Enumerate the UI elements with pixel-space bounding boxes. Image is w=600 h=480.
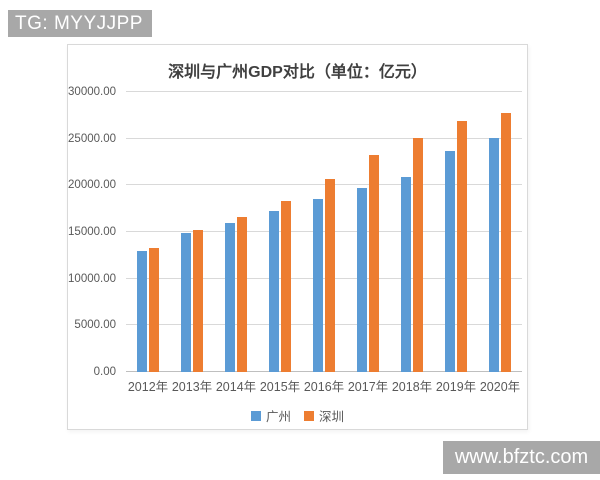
gridline: [126, 277, 522, 279]
bar-shenzhen: [369, 155, 379, 372]
bar-guangzhou: [445, 151, 455, 372]
bar-group: [478, 92, 522, 372]
bar-shenzhen: [457, 120, 467, 372]
legend-swatch-guangzhou: [250, 410, 261, 421]
bar-guangzhou: [269, 211, 279, 372]
y-tick-label: 25000.00: [68, 132, 116, 145]
bar-group: [434, 92, 478, 372]
legend-item-guangzhou: 广州: [250, 406, 291, 425]
bar-group: [170, 92, 214, 372]
x-tick-label: 2015年: [259, 380, 301, 394]
legend-label-shenzhen: 深圳: [319, 410, 345, 424]
y-axis: 0.00 5000.00 10000.00 15000.00 20000.00 25000…: [68, 86, 122, 378]
x-tick-label: 2016年: [303, 380, 345, 394]
watermark-top-left: TG: MYYJJPP: [8, 10, 152, 37]
bar-group: [302, 92, 346, 372]
gridline: [126, 184, 522, 186]
bar-guangzhou: [489, 138, 499, 372]
x-axis: 2012年 2013年 2014年 2015年 2016年 2017年 2018年 2019年…: [126, 376, 522, 395]
bar-shenzhen: [193, 230, 203, 372]
bar-groups: [126, 92, 522, 372]
bar-group: [390, 92, 434, 372]
y-tick-label: 0.00: [93, 366, 116, 378]
x-tick-label: 2012年: [127, 380, 169, 394]
bar-group: [126, 92, 170, 372]
x-tick-label: 2014年: [215, 380, 257, 394]
bar-guangzhou: [225, 222, 235, 372]
y-tick-label: 15000.00: [68, 226, 116, 238]
bar-guangzhou: [401, 176, 411, 372]
bar-shenzhen: [281, 200, 291, 372]
chart-title: 深圳与广州GDP对比（单位：亿元）: [168, 64, 427, 81]
bar-guangzhou: [357, 188, 367, 372]
bar-shenzhen: [501, 113, 511, 372]
bar-guangzhou: [181, 232, 191, 372]
legend-item-shenzhen: 深圳: [304, 406, 344, 425]
plot-area: [126, 91, 522, 372]
x-tick-label: 2013年: [171, 380, 213, 394]
y-tick-label: 20000.00: [68, 179, 116, 192]
bar-guangzhou: [137, 250, 147, 372]
bar-shenzhen: [325, 179, 335, 372]
legend: 广州 深圳: [68, 406, 527, 425]
x-tick-label: 2018年: [391, 380, 433, 394]
gridline: [126, 137, 522, 139]
y-tick-label: 5000.00: [74, 319, 116, 332]
bar-shenzhen: [149, 247, 159, 372]
x-tick-label: 2017年: [347, 380, 389, 394]
x-axis-line: [126, 371, 522, 372]
y-tick-label: 30000.00: [68, 86, 116, 98]
x-tick-label: 2020年: [479, 380, 521, 394]
gridline: [126, 91, 522, 92]
watermark-bottom-right: www.bfztc.com: [443, 441, 600, 474]
bar-group: [346, 92, 390, 372]
bar-shenzhen: [413, 137, 423, 372]
legend-swatch-shenzhen: [304, 410, 314, 421]
chart-panel: 深圳与广州GDP对比（单位：亿元） 0.00 5000.00 10000.00 150…: [67, 44, 528, 430]
bar-shenzhen: [237, 216, 247, 372]
bar-group: [214, 92, 258, 372]
gridline: [126, 324, 522, 326]
bar-guangzhou: [313, 198, 323, 372]
gridline: [126, 231, 522, 232]
x-tick-label: 2019年: [435, 380, 477, 394]
legend-label-guangzhou: 广州: [265, 410, 291, 424]
y-tick-label: 10000.00: [68, 272, 116, 285]
bar-group: [258, 92, 302, 372]
